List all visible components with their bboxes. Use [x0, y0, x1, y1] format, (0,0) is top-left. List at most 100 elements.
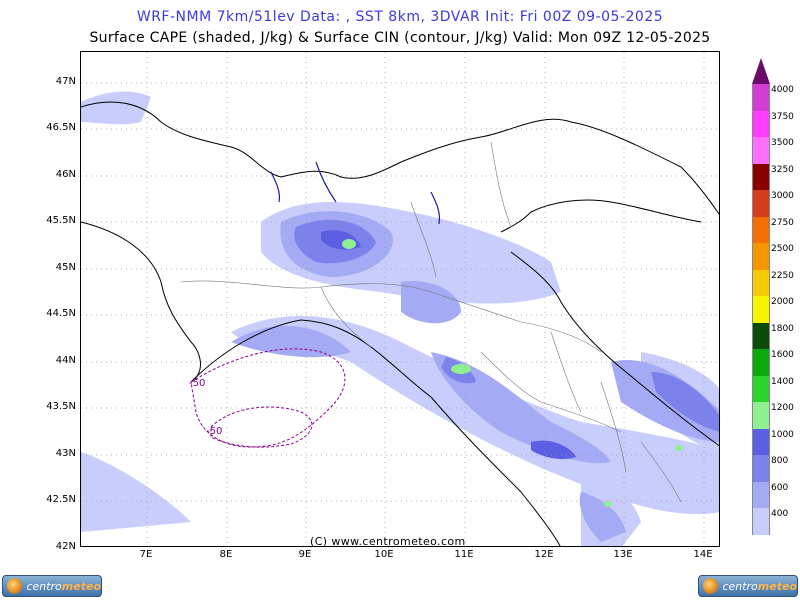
legend-swatch	[752, 428, 770, 455]
lat-label-42-5n: 42.5N	[46, 494, 76, 505]
cape-region-southwest-sea	[81, 452, 191, 532]
legend-label: 3500	[771, 138, 794, 148]
legend-label: 4000	[771, 85, 794, 95]
lat-label-43-5n: 43.5N	[46, 401, 76, 412]
legend-top-triangle	[752, 58, 770, 84]
lat-label-47n: 47N	[55, 76, 76, 87]
legend-swatch	[752, 269, 770, 296]
centrometeo-logo-right[interactable]: centrometeo	[698, 575, 798, 597]
lakes	[270, 161, 441, 225]
legend-swatch	[752, 216, 770, 243]
cape-shading	[81, 91, 719, 546]
cape-region-liguria	[231, 325, 351, 358]
lon-label-14e: 14E	[693, 549, 713, 560]
coast-adriatic	[510, 251, 719, 447]
lon-label-9e: 9E	[298, 549, 312, 560]
cape-region-central-italy	[431, 352, 611, 463]
legend-label: 800	[771, 456, 789, 466]
chart-title-line-1: WRF-NMM 7km/51lev Data: , SST 8km, 3DVAR…	[136, 9, 664, 25]
lon-label-13e: 13E	[613, 549, 633, 560]
legend-label: 400	[771, 509, 789, 519]
logo-text-b: meteo	[757, 579, 797, 593]
lon-label-8e: 8E	[219, 549, 233, 560]
cin-label-2: -50	[206, 426, 222, 437]
cape-region-peak-2	[531, 440, 576, 460]
legend-swatch	[752, 296, 770, 323]
lake-garda	[430, 191, 441, 225]
map-svg: -50 -50	[81, 52, 719, 546]
logo-text-a: centro	[26, 579, 62, 593]
legend-label: 3750	[771, 111, 794, 122]
cape-region-emilia	[401, 281, 461, 324]
national-border-alps	[81, 101, 719, 215]
lake-maggiore	[270, 171, 281, 203]
legend-swatch	[752, 84, 770, 111]
legend-swatch	[752, 163, 770, 190]
lat-label-46-5n: 46.5N	[46, 122, 76, 133]
logo-globe-icon	[703, 578, 719, 594]
cape-spot-campania	[604, 501, 612, 507]
national-border-west	[81, 221, 201, 383]
lon-label-10e: 10E	[374, 549, 394, 560]
legend-label: 2750	[771, 217, 794, 228]
legend-label: 1800	[771, 323, 794, 334]
chart-title-line-2: Surface CAPE (shaded, J/kg) & Surface CI…	[89, 30, 711, 46]
legend-swatch	[752, 375, 770, 402]
legend-swatch	[752, 243, 770, 270]
legend-swatch	[752, 322, 770, 349]
legend-label: 3000	[771, 191, 794, 201]
legend-swatch	[752, 508, 770, 535]
legend-swatch	[752, 349, 770, 376]
regional-borders	[180, 141, 682, 503]
cape-region-marche-abruzzo	[611, 360, 719, 442]
lat-label-42n: 42N	[55, 541, 76, 552]
legend-swatch	[752, 190, 770, 217]
coast-venice	[500, 199, 702, 233]
lat-label-43n: 43N	[55, 448, 76, 459]
legend-label: 3250	[771, 164, 794, 175]
legend-swatch	[752, 110, 770, 137]
lon-label-11e: 11E	[454, 549, 474, 560]
cape-shading-medium	[231, 211, 719, 542]
legend-label: 1600	[771, 350, 794, 360]
cape-region-campania	[579, 492, 626, 542]
cape-shading-green	[342, 239, 683, 507]
coast-tyrrhenian	[430, 396, 561, 546]
logo-text-a: centro	[722, 579, 758, 593]
map-area: -50 -50	[80, 51, 720, 547]
legend-swatch	[752, 137, 770, 164]
centrometeo-logo-left[interactable]: centrometeo	[2, 575, 102, 597]
cape-region-apennines	[231, 315, 719, 514]
legend-label: 600	[771, 482, 789, 493]
cape-region-alpine-north	[81, 91, 151, 125]
borders	[81, 101, 719, 546]
lat-label-45n: 45N	[55, 262, 76, 273]
legend-label: 1000	[771, 429, 794, 440]
cin-contours	[190, 348, 346, 448]
cape-spot-abruzzo	[675, 445, 683, 451]
cape-spot-tuscany	[451, 364, 471, 374]
lon-label-12e: 12E	[534, 549, 554, 560]
lat-label-44n: 44N	[55, 355, 76, 366]
cape-region-abruzzo-core	[651, 372, 719, 432]
legend-swatch	[752, 402, 770, 429]
legend-swatch	[752, 455, 770, 482]
logo-globe-icon	[7, 578, 23, 594]
legend-label: 2000	[771, 297, 794, 307]
cin-contour-inner	[210, 406, 313, 448]
lake-como	[315, 161, 337, 203]
cin-label-1: -50	[189, 378, 205, 389]
legend-label: 2250	[771, 270, 794, 281]
logo-text-b: meteo	[61, 579, 101, 593]
legend-label: 1400	[771, 376, 794, 387]
cape-spot-lombardy	[342, 239, 356, 249]
coast-liguria	[190, 319, 432, 398]
graticule	[81, 52, 719, 546]
legend-label: 2500	[771, 244, 794, 254]
lat-label-44-5n: 44.5N	[46, 308, 76, 319]
legend-label: 1200	[771, 403, 794, 413]
lat-label-45-5n: 45.5N	[46, 215, 76, 226]
legend-swatch	[752, 481, 770, 508]
copyright-text: (C) www.centrometeo.com	[310, 535, 466, 548]
lat-label-46n: 46N	[55, 169, 76, 180]
